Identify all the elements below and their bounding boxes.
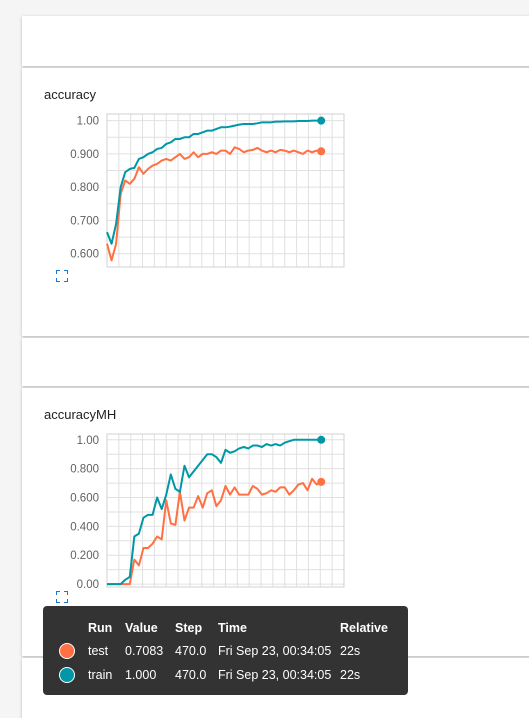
train-last-point[interactable] [317,435,326,444]
y-tick-label: 0.700 [70,215,99,227]
tooltip-header-step: Step [175,621,203,635]
y-tick-label: 0.600 [70,493,99,505]
tooltip-header-value: Value [125,621,158,635]
test-last-point[interactable] [317,147,326,156]
tooltip-relative: 22s [340,668,361,682]
test-run-color-dot [59,643,75,659]
tooltip-run: test [88,644,109,658]
y-tick-label: 1.00 [77,435,99,447]
plot-frame [106,113,345,268]
tooltip-relative: 22s [340,644,361,658]
y-tick-label: 1.00 [77,116,99,128]
train-run-color-dot [59,667,75,683]
fullscreen-icon[interactable] [56,591,68,603]
accuracymh-chart[interactable]: 1.00 0.800 0.600 0.400 0.200 0.00 [52,432,372,602]
y-tick-label: 0.200 [70,550,99,562]
plot-frame [106,433,345,588]
y-tick-label: 0.800 [70,182,99,194]
fullscreen-icon[interactable] [56,270,68,282]
tooltip-header-relative: Relative [340,621,388,635]
y-tick-label: 0.400 [70,521,99,533]
test-last-point[interactable] [317,477,326,486]
tooltip-value: 0.7083 [125,644,164,658]
accuracy-card: accuracy 1.00 0.900 0.800 0.700 0.600 [22,68,529,336]
chart-tooltip: Run Value Step Time Relative test 0.7083… [43,606,408,695]
y-tick-label: 0.900 [70,149,99,161]
tooltip-step: 470.0 [175,668,207,682]
tooltip-header-time: Time [218,621,247,635]
accuracymh-card: accuracyMH 1.00 0.800 0.600 0.400 0.200 0.00 [22,388,529,656]
tooltip-time: Fri Sep 23, 00:34:05 [218,644,332,658]
y-tick-label: 0.00 [77,579,99,591]
y-tick-label: 0.800 [70,464,99,476]
tooltip-run: train [88,668,113,682]
top-header-card [22,16,529,66]
train-series-line [107,438,322,586]
train-series-line [106,119,322,245]
tooltip-time: Fri Sep 23, 00:34:05 [218,668,332,682]
tooltip-step: 470.0 [175,644,207,658]
section-header-card [22,338,529,386]
test-series-line [106,146,322,262]
tooltip-header-run: Run [88,621,113,635]
test-series-line [107,477,322,586]
y-tick-label: 0.600 [70,249,99,261]
accuracy-title: accuracy [44,87,97,102]
tooltip-value: 1.000 [125,668,157,682]
accuracy-chart[interactable]: 1.00 0.900 0.800 0.700 0.600 [52,112,372,282]
accuracymh-title: accuracyMH [44,407,117,422]
train-last-point[interactable] [317,116,326,125]
